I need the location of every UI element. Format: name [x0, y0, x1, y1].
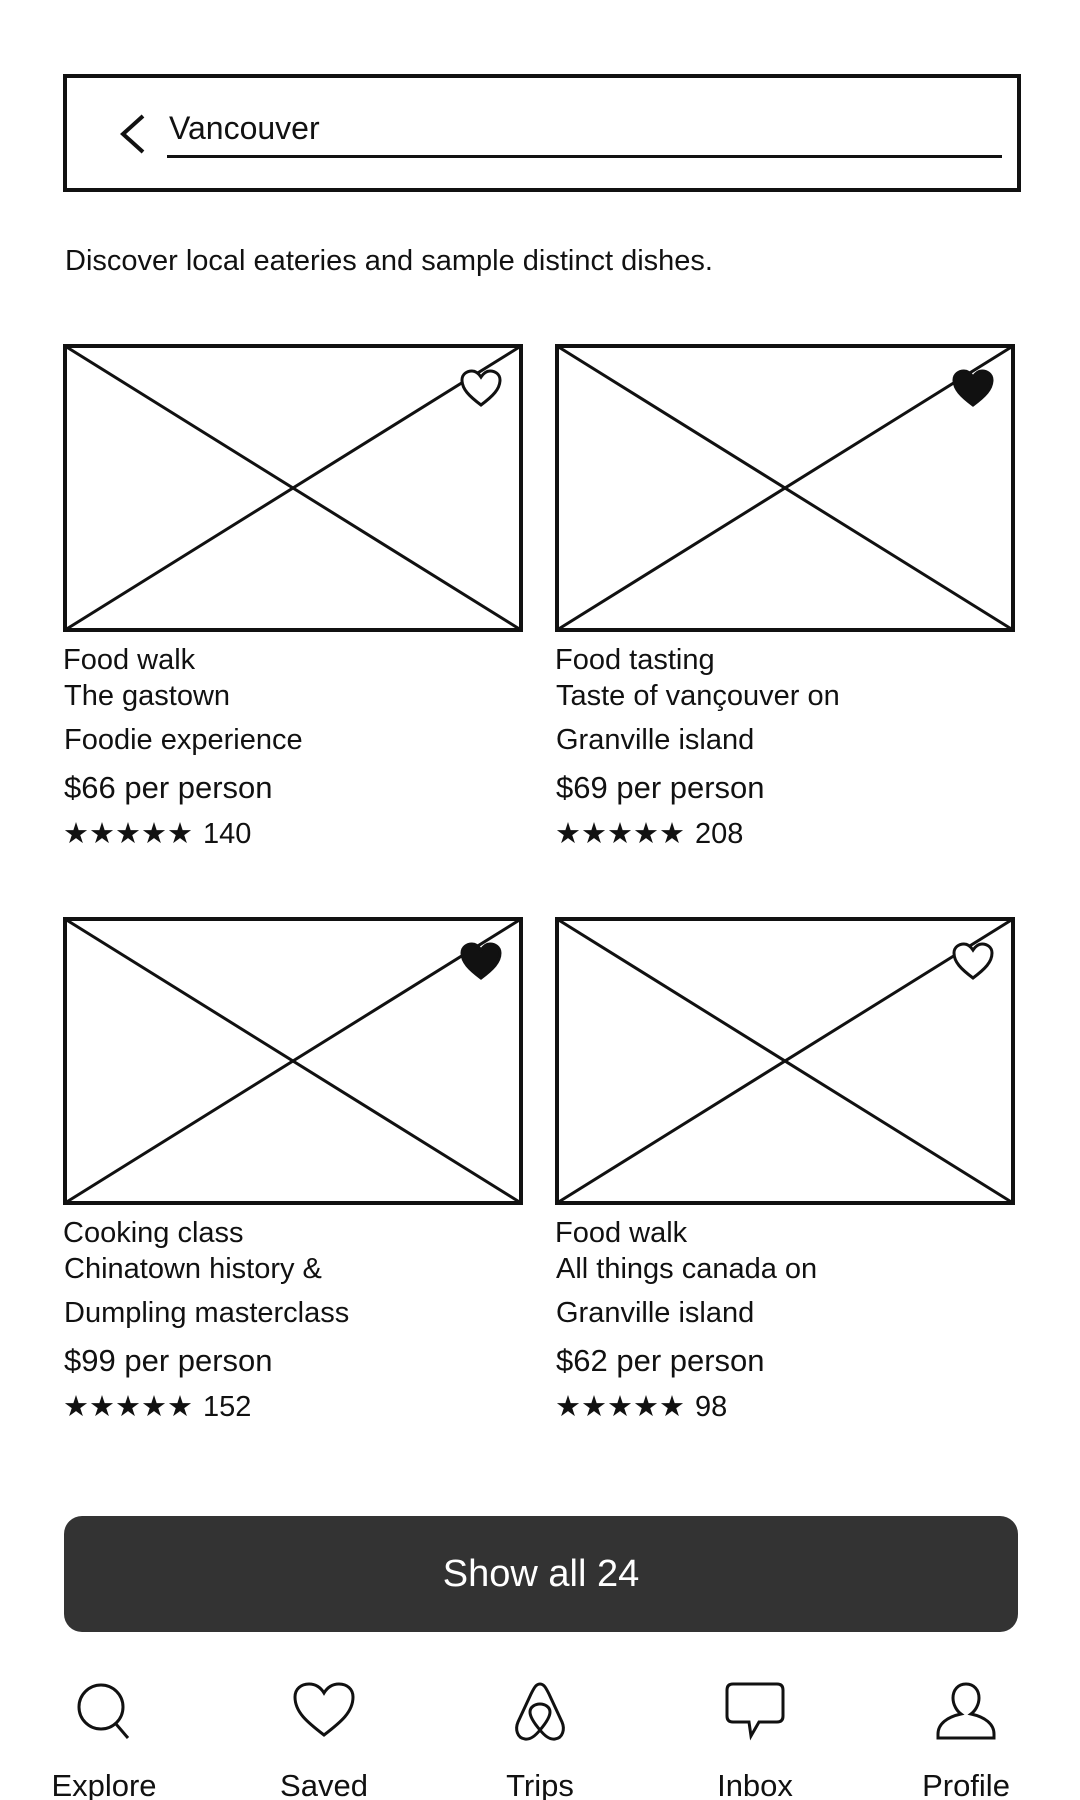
nav-item-profile[interactable]: Profile — [876, 1670, 1056, 1800]
experience-title-line-2: Granville island — [556, 724, 755, 756]
heart-filled-icon[interactable] — [459, 941, 503, 981]
experience-type: Food tasting — [555, 644, 715, 676]
heart-filled-icon[interactable] — [951, 368, 995, 408]
image-placeholder — [63, 344, 523, 632]
rating-stars: ★★★★★ — [555, 1391, 685, 1423]
heart-icon — [293, 1682, 355, 1737]
nav-item-explore[interactable]: Explore — [14, 1670, 194, 1800]
experience-price: $99 per person — [64, 1343, 273, 1378]
rating-stars: ★★★★★ — [63, 1391, 193, 1423]
rating-stars: ★★★★★ — [555, 818, 685, 850]
review-count: 140 — [203, 818, 252, 850]
experience-price: $62 per person — [556, 1343, 765, 1378]
image-placeholder — [555, 917, 1015, 1205]
experience-type: Food walk — [555, 1217, 688, 1249]
nav-label: Profile — [922, 1768, 1010, 1800]
search-header — [63, 74, 1021, 192]
experience-title-line-1: The gastown — [64, 680, 231, 712]
experience-title-line-2: Granville island — [556, 1297, 755, 1329]
heart-outline-icon[interactable] — [459, 368, 503, 408]
show-all-button[interactable]: Show all 24 — [64, 1516, 1018, 1632]
experience-type: Food walk — [63, 644, 196, 676]
review-count: 208 — [695, 818, 744, 850]
experience-title-line-1: All things canada on — [556, 1253, 818, 1285]
experience-price: $66 per person — [64, 770, 273, 805]
nav-label: Explore — [51, 1768, 157, 1800]
rating: ★★★★★ 208 — [555, 818, 743, 851]
review-count: 152 — [203, 1391, 252, 1423]
experience-title-line-1: Chinatown history & — [64, 1253, 322, 1285]
nav-label: Saved — [280, 1768, 368, 1800]
image-placeholder — [555, 344, 1015, 632]
experience-title-line-2: Dumpling masterclass — [64, 1297, 350, 1329]
review-count: 98 — [695, 1391, 728, 1423]
nav-item-saved[interactable]: Saved — [234, 1670, 414, 1800]
search-icon — [77, 1683, 130, 1739]
experience-price: $69 per person — [556, 770, 765, 805]
chevron-left-icon[interactable] — [115, 112, 151, 156]
rating: ★★★★★ 98 — [555, 1391, 727, 1424]
nav-label: Inbox — [717, 1768, 793, 1800]
bottom-nav: Explore Saved Trips Inbox Profile — [0, 1670, 1080, 1800]
heart-outline-icon[interactable] — [951, 941, 995, 981]
rating-stars: ★★★★★ — [63, 818, 193, 850]
nav-item-trips[interactable]: Trips — [450, 1670, 630, 1800]
search-input[interactable] — [167, 108, 1002, 158]
intro-text: Discover local eateries and sample disti… — [65, 245, 713, 277]
rating: ★★★★★ 140 — [63, 818, 251, 851]
experience-type: Cooking class — [63, 1217, 244, 1249]
person-icon — [936, 1682, 996, 1740]
nav-label: Trips — [506, 1768, 574, 1800]
experience-title-line-2: Foodie experience — [64, 724, 303, 756]
nav-item-inbox[interactable]: Inbox — [665, 1670, 845, 1800]
rating: ★★★★★ 152 — [63, 1391, 251, 1424]
experience-title-line-1: Taste of vançouver on — [556, 680, 840, 712]
airbnb-logo-icon — [515, 1682, 565, 1741]
image-placeholder — [63, 917, 523, 1205]
chat-bubble-icon — [725, 1682, 785, 1741]
